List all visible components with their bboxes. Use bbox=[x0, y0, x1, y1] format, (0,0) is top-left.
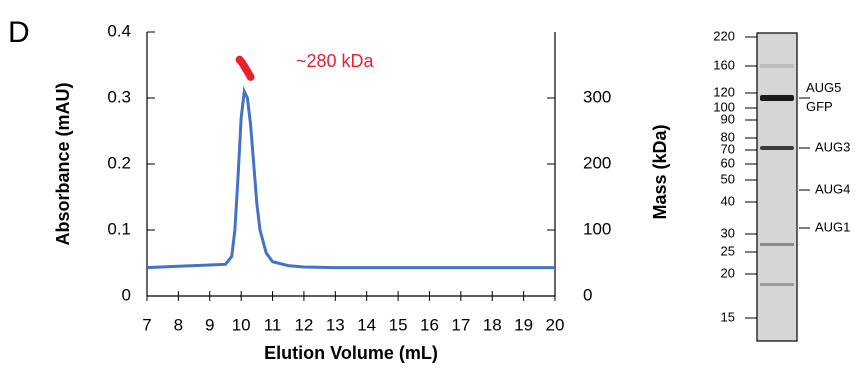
figure: D Elution Volume (mL) Absorbance (mAU) M… bbox=[0, 0, 867, 365]
y2-axis-label: Mass (kDa) bbox=[650, 124, 670, 219]
gel-band bbox=[760, 64, 794, 68]
x-tick-label: 7 bbox=[142, 315, 151, 334]
x-tick-label: 12 bbox=[294, 315, 313, 334]
gel-lane bbox=[757, 33, 797, 341]
marker-label: 160 bbox=[713, 57, 735, 72]
gel-band bbox=[760, 243, 794, 246]
x-tick-label: 14 bbox=[357, 315, 376, 334]
marker-label: 20 bbox=[721, 265, 735, 280]
marker-label: 30 bbox=[721, 225, 735, 240]
y2-tick-label: 100 bbox=[583, 219, 611, 238]
y-tick-label: 0.2 bbox=[107, 153, 131, 172]
y-axis-label: Absorbance (mAU) bbox=[53, 82, 73, 245]
panel-label: D bbox=[8, 16, 30, 49]
x-tick-label: 13 bbox=[326, 315, 345, 334]
marker-label: 50 bbox=[721, 171, 735, 186]
y-tick-label: 0.1 bbox=[107, 219, 131, 238]
marker-label: 120 bbox=[713, 84, 735, 99]
x-tick-label: 15 bbox=[389, 315, 408, 334]
marker-label: 220 bbox=[713, 28, 735, 43]
marker-label: 60 bbox=[721, 155, 735, 170]
band-label: AUG1 bbox=[815, 219, 850, 234]
annotation: ~280 kDa bbox=[296, 51, 375, 71]
y2-tick-label: 200 bbox=[583, 153, 611, 172]
y-tick-label: 0.3 bbox=[107, 87, 131, 106]
y-tick-label: 0 bbox=[122, 285, 131, 304]
y-tick-label: 0.4 bbox=[107, 21, 131, 40]
x-axis-label: Elution Volume (mL) bbox=[264, 343, 438, 363]
x-tick-label: 9 bbox=[205, 315, 214, 334]
marker-label: 25 bbox=[721, 243, 735, 258]
x-tick-label: 17 bbox=[451, 315, 470, 334]
band-label: AUG3 bbox=[815, 139, 850, 154]
y2-tick-label: 300 bbox=[583, 87, 611, 106]
x-tick-label: 18 bbox=[483, 315, 502, 334]
y2-tick-label: 0 bbox=[583, 285, 592, 304]
x-tick-label: 10 bbox=[232, 315, 251, 334]
x-tick-label: 19 bbox=[514, 315, 533, 334]
gel-band bbox=[760, 146, 794, 150]
gel bbox=[757, 33, 797, 341]
marker-label: 90 bbox=[721, 111, 735, 126]
gel-band bbox=[760, 95, 794, 101]
data-line bbox=[147, 91, 555, 267]
marker-label: 40 bbox=[721, 193, 735, 208]
x-tick-label: 16 bbox=[420, 315, 439, 334]
band-label: GFP bbox=[806, 99, 833, 114]
marker-label: 70 bbox=[721, 141, 735, 156]
mass-point bbox=[247, 73, 255, 81]
x-tick-label: 8 bbox=[174, 315, 183, 334]
band-label: AUG4 bbox=[815, 181, 850, 196]
x-tick-label: 20 bbox=[546, 315, 565, 334]
gel-band bbox=[760, 283, 794, 286]
marker-label: 15 bbox=[721, 309, 735, 324]
x-tick-label: 11 bbox=[264, 315, 282, 334]
band-label: AUG5 bbox=[806, 80, 841, 95]
